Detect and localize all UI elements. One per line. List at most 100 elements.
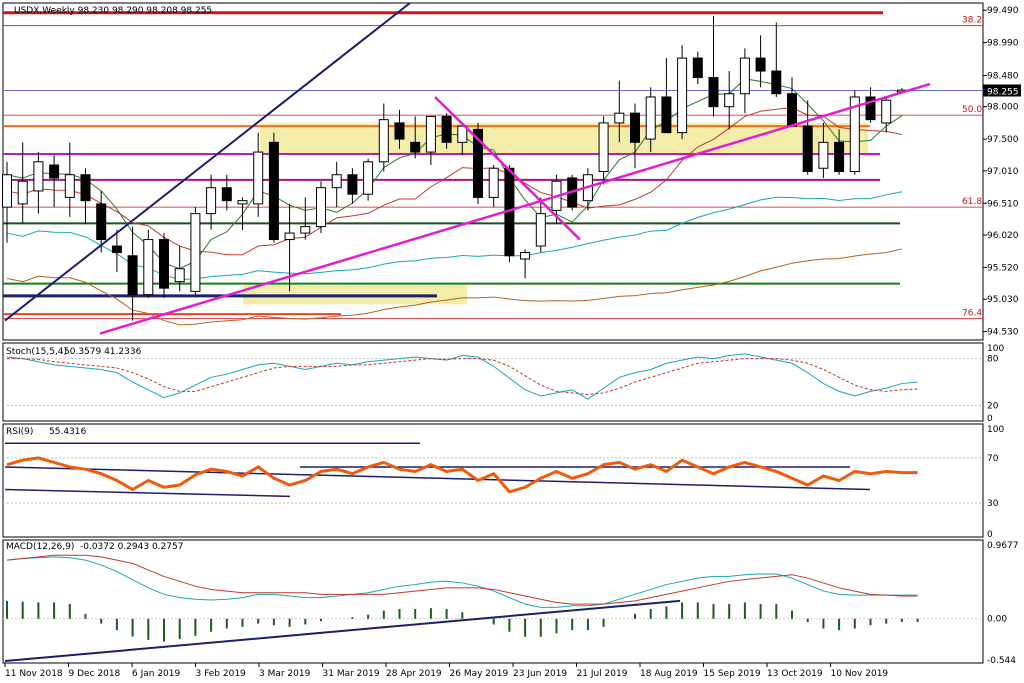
price-tick-label: 95.520 — [987, 263, 1019, 273]
rsi-title: RSI(9) — [6, 427, 33, 437]
candle-body — [159, 239, 169, 289]
candle-body — [834, 141, 845, 172]
indicator-tick-label: 80 — [987, 355, 999, 365]
price-tick-label: 97.010 — [987, 167, 1019, 177]
stoch-title: Stoch(15,5,4) — [6, 347, 67, 357]
trend-line-rising — [4, 2, 411, 322]
candle-body — [206, 187, 217, 215]
price-tick-label: 98.990 — [987, 39, 1019, 49]
price-tick-label: 97.500 — [987, 135, 1019, 145]
candle-body — [787, 93, 797, 127]
date-tick-label: 9 Dec 2018 — [69, 669, 121, 679]
date-tick-label: 28 Apr 2019 — [386, 669, 442, 679]
macd-trend-line — [4, 599, 681, 663]
indicator-tick-label: 100 — [987, 425, 1004, 435]
candle-body — [425, 115, 436, 153]
price-tick-label: 95.030 — [987, 295, 1019, 305]
price-tick-label: 96.510 — [987, 199, 1019, 209]
candle-body — [221, 187, 232, 202]
resistance-zone — [260, 122, 868, 156]
candle-body — [33, 161, 44, 192]
indicator-tick-label: -0.544 — [987, 656, 1016, 666]
candle-body — [645, 96, 656, 140]
candle-body — [378, 119, 389, 163]
stoch-main-line — [6, 353, 918, 400]
date-tick-label: 15 Sep 2019 — [704, 669, 761, 679]
macd-title: MACD(12,26,9) — [6, 542, 74, 552]
fib-label: 61.8 — [962, 197, 982, 207]
last-price-label: 98.255 — [987, 87, 1019, 97]
stoch-values: 50.3579 41.2336 — [64, 347, 142, 357]
date-tick-label: 13 Oct 2019 — [767, 669, 823, 679]
horizontal-levels: 38.2 50.0 61.8 76.4 — [3, 11, 983, 320]
date-tick-label: 3 Feb 2019 — [196, 669, 247, 679]
shaded-zones — [243, 122, 868, 305]
date-tick-label: 11 Nov 2018 — [5, 669, 63, 679]
candle-body — [143, 239, 154, 296]
date-tick-label: 6 Jan 2019 — [132, 669, 180, 679]
candle-body — [755, 57, 766, 72]
panel-frame — [2, 2, 984, 341]
candle-body — [818, 141, 829, 169]
indicator-tick-label: 70 — [987, 454, 999, 464]
candle-body — [488, 167, 499, 198]
panel-frame — [2, 423, 984, 538]
macd-main-line — [6, 556, 918, 608]
price-tick-label: 99.490 — [987, 6, 1019, 16]
candle-body — [708, 77, 719, 108]
candle-body — [630, 112, 640, 143]
chart-header: USDX,Weekly 98.230 98.290 98.208 98.255 — [14, 6, 212, 16]
axis-labels: 99.490 98.990 98.480 98.000 97.500 97.010 96.5… — [4, 6, 1021, 679]
candle-body — [17, 180, 28, 205]
indicator-plots — [3, 353, 983, 663]
trend-line-support — [99, 82, 931, 335]
candle-body — [174, 268, 185, 283]
candle-body — [802, 125, 813, 172]
price-candles — [2, 15, 907, 321]
fib-label: 50.0 — [962, 105, 982, 115]
candle-body — [410, 141, 421, 153]
date-tick-label: 23 Jun 2019 — [513, 669, 567, 679]
candle-body — [849, 96, 860, 172]
candle-body — [49, 164, 60, 179]
panel-frame — [2, 539, 984, 664]
candle-body — [394, 122, 405, 140]
price-tick-label: 94.530 — [987, 328, 1019, 338]
candle-body — [127, 255, 138, 296]
candle-body — [347, 174, 358, 195]
rsi-trend-line — [4, 488, 291, 498]
macd-signal-line — [6, 554, 918, 605]
candle-body — [300, 226, 311, 234]
indicator-tick-label: 0.00 — [987, 615, 1007, 625]
candle-body — [111, 245, 122, 254]
candle-body — [457, 125, 468, 143]
panel-frames — [2, 2, 984, 664]
indicator-tick-label: 0 — [987, 530, 993, 540]
candle-body — [441, 115, 452, 143]
candle-body — [331, 174, 342, 189]
candle-body — [96, 203, 107, 241]
candle-body — [253, 151, 264, 205]
fib-label: 76.4 — [962, 309, 982, 319]
date-tick-label: 3 Mar 2019 — [259, 669, 311, 679]
candle-body — [363, 161, 374, 195]
candle-body — [80, 174, 91, 202]
rsi-line — [6, 456, 918, 494]
rsi-values: 55.4316 — [49, 427, 86, 437]
date-tick-label: 31 Mar 2019 — [323, 669, 380, 679]
candle-body — [692, 57, 703, 79]
price-tick-label: 98.480 — [987, 72, 1019, 82]
candle-body — [2, 174, 12, 208]
rsi-trend-line — [4, 466, 871, 491]
trend-line-falling — [434, 96, 581, 241]
candle-body — [677, 57, 688, 134]
candle-body — [865, 96, 876, 121]
trend-lines — [4, 2, 931, 335]
candle-body — [284, 232, 295, 241]
candle-body — [724, 93, 735, 108]
macd-values: -0.0372 0.2943 0.2757 — [80, 542, 183, 552]
moving-average-line — [6, 107, 903, 256]
candle-body — [614, 112, 625, 124]
candle-body — [64, 174, 75, 198]
indicator-tick-label: 0.9677 — [987, 541, 1019, 551]
